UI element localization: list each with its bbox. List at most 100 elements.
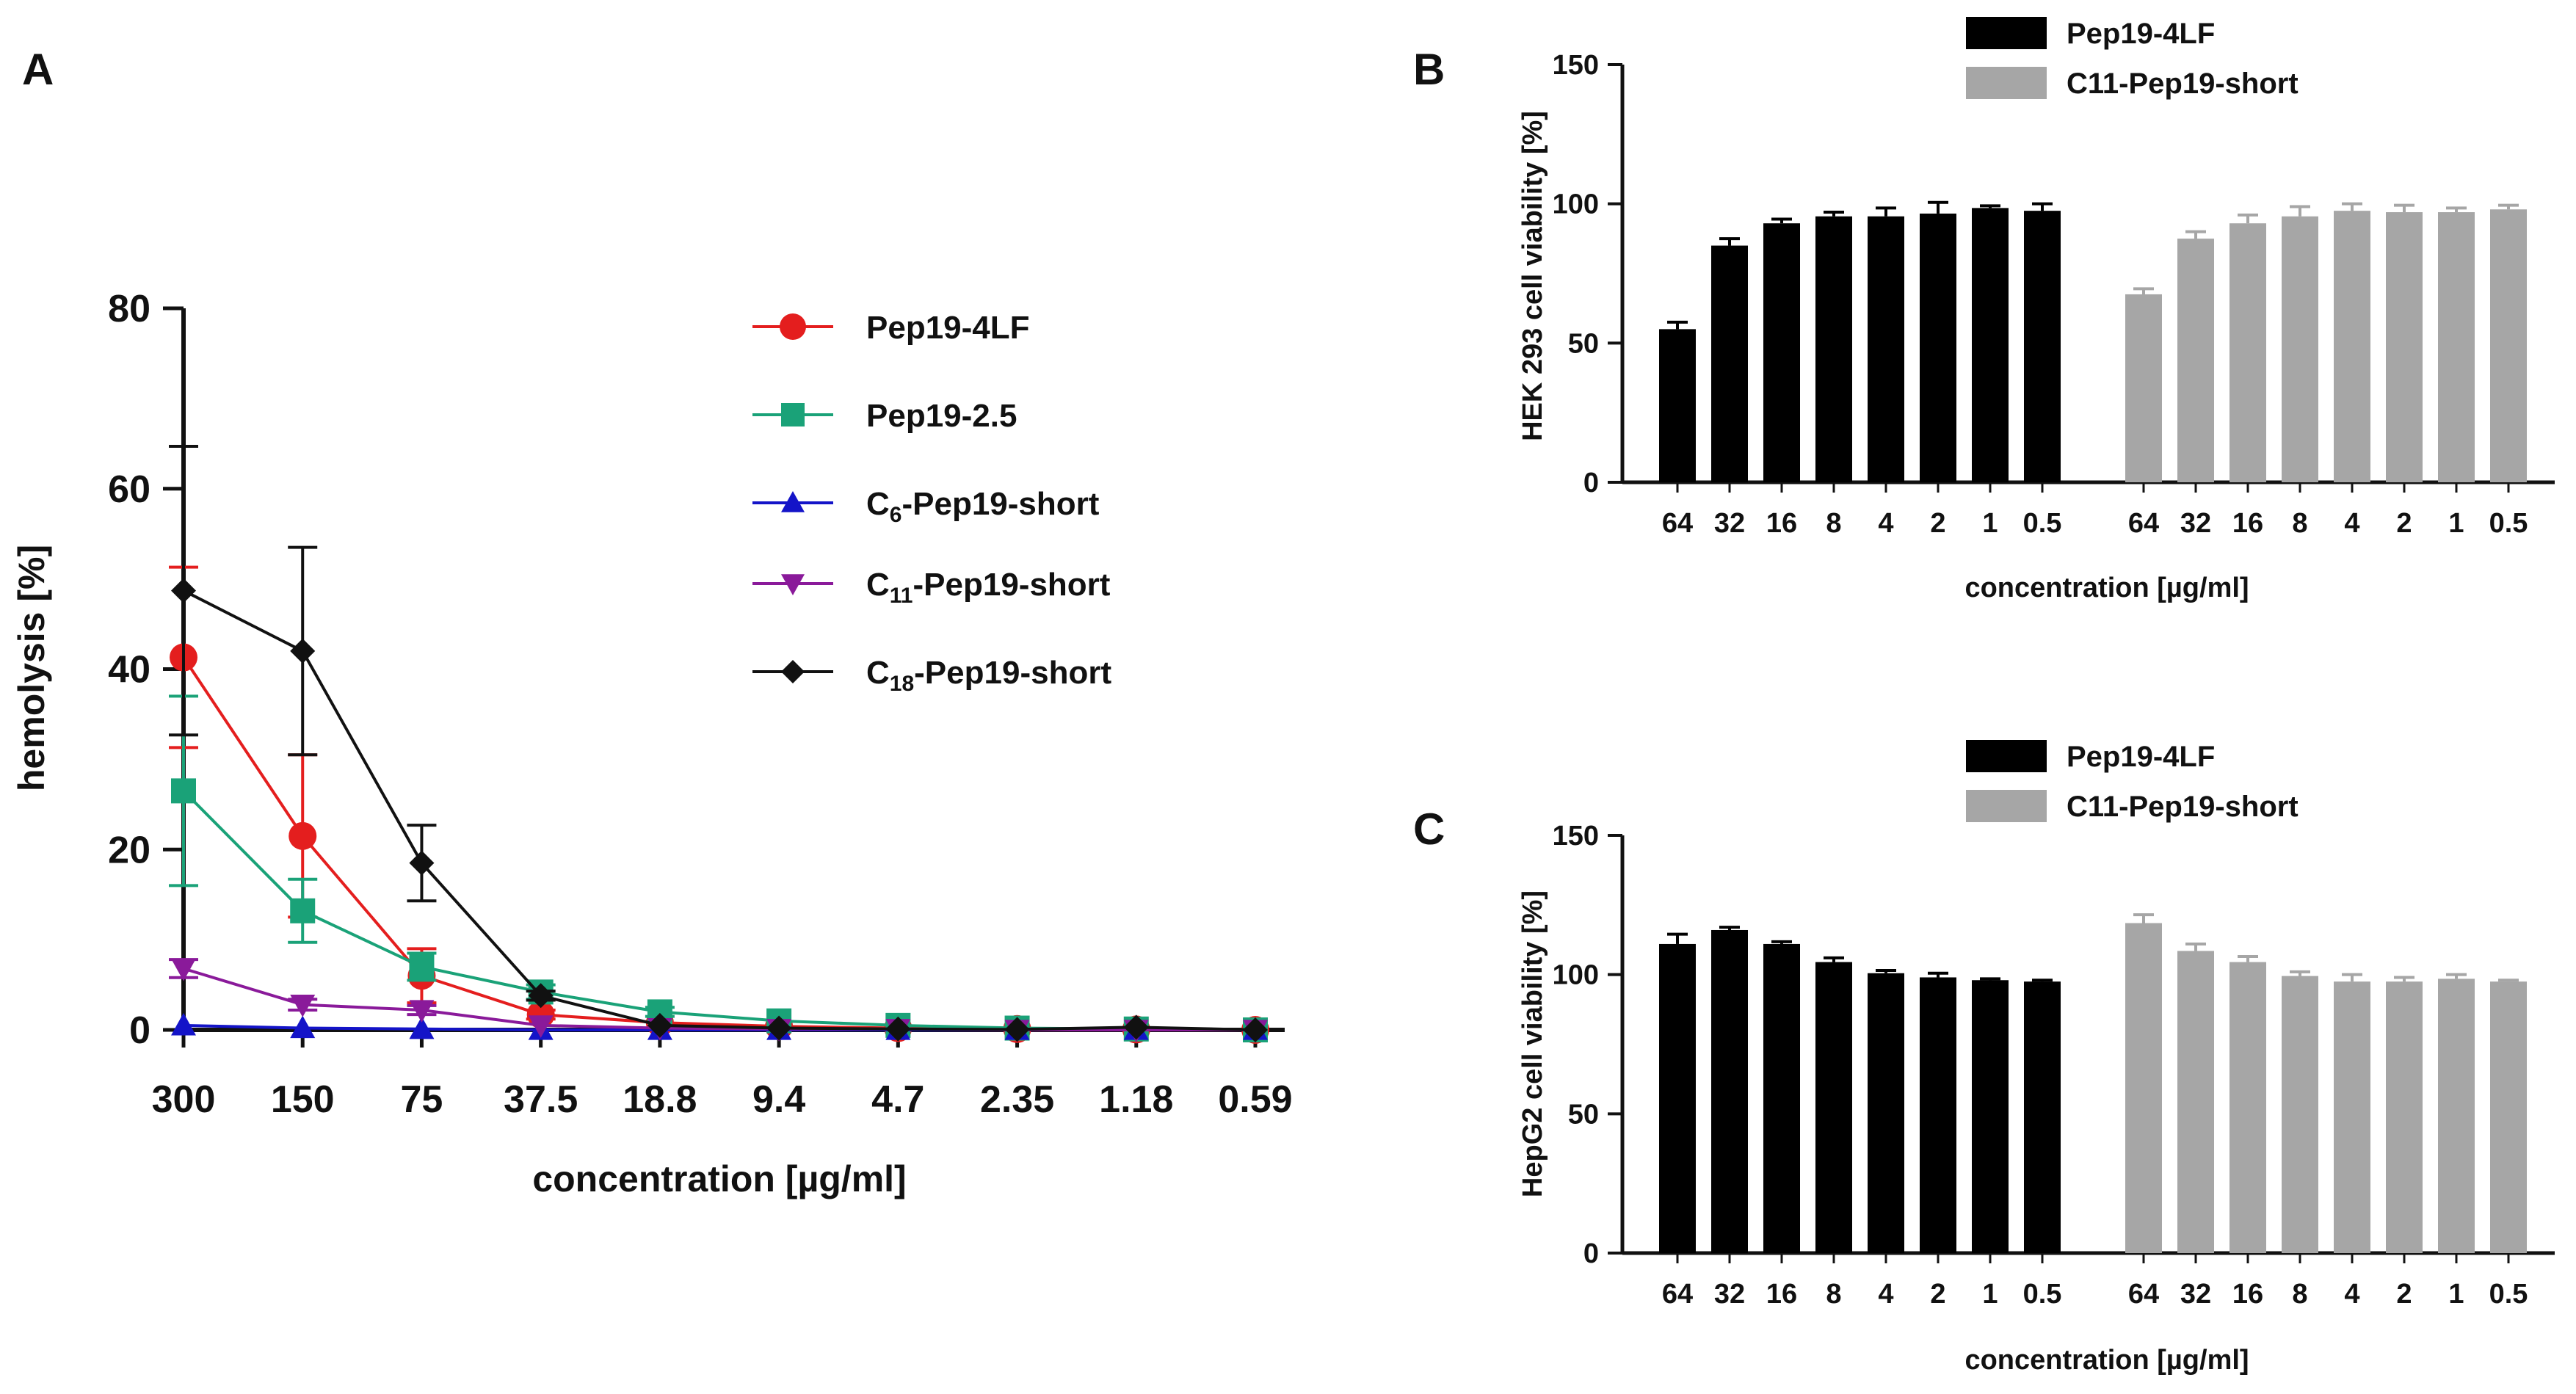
x-tick-label: 8 [1826,1279,1841,1310]
data-point [289,821,317,850]
legend-label-suffix: -Pep19-short [914,655,1111,691]
x-tick-label: 64 [1662,508,1693,539]
x-axis-label: concentration [µg/ml] [532,1158,906,1199]
legend-label: C11-Pep19-short [2067,68,2299,100]
bar [2024,211,2061,482]
bar [1920,213,1956,482]
data-point [171,778,196,804]
y-tick-label: 150 [1553,50,1599,81]
bar [1815,962,1852,1253]
bar [2490,981,2527,1253]
bar [1972,208,2009,482]
legend-label-subscript: 18 [890,672,914,696]
x-tick-label: 300 [152,1078,216,1121]
y-axis-label: HepG2 cell viability [%] [1517,890,1548,1197]
legend-label-subscript: 6 [890,503,902,527]
x-tick-label: 2 [2396,1279,2412,1310]
legend-marker [781,403,805,426]
series-line [183,967,1255,1031]
y-tick-label: 0 [1583,1238,1599,1269]
data-point [290,638,316,664]
y-tick-label: 150 [1553,821,1599,852]
y-tick-label: 100 [1553,960,1599,991]
x-tick-label: 1 [1982,508,1998,539]
bar [2024,981,2061,1253]
x-tick-label: 32 [2180,1279,2211,1310]
y-tick-label: 80 [108,288,150,330]
bar [2490,209,2527,482]
series-C11-Pep19-short [2125,913,2527,1253]
x-tick-label: 1.18 [1099,1078,1173,1121]
x-axis-label: concentration [µg/ml] [1964,573,2249,603]
data-point [528,983,554,1009]
y-tick-label: 0 [1583,468,1599,498]
x-tick-label: 8 [2292,508,2307,539]
series-line [183,589,1256,1031]
bar [2386,981,2423,1253]
data-point [885,1016,911,1042]
legend-marker [781,660,805,683]
legend-label: C11-Pep19-short [2067,791,2299,823]
y-tick-label: 40 [108,649,150,691]
bar [1711,929,1748,1253]
x-tick-label: 75 [401,1078,443,1121]
bar [2125,923,2162,1253]
series-line [182,656,1256,1031]
x-tick-label: 4.7 [871,1078,924,1121]
data-point [171,578,196,603]
legend-marker [781,574,805,595]
x-tick-label: 16 [2232,508,2263,539]
legend-label: C6-Pep19-short [866,486,1100,527]
bar [1868,216,1904,482]
x-tick-label: 2 [1930,1279,1945,1310]
bar [2177,239,2214,482]
legend-label-subscript: 11 [890,584,913,608]
x-tick-label: 16 [1766,508,1797,539]
x-axis-label: concentration [µg/ml] [1964,1345,2249,1376]
x-tick-label: 8 [1826,508,1841,539]
x-tick-label: 32 [2180,508,2211,539]
bar [2282,216,2318,482]
legend-label: Pep19-4LF [2067,741,2215,773]
x-tick-label: 1 [2448,1279,2464,1310]
x-tick-label: 32 [1714,1279,1745,1310]
x-tick-label: 0.5 [2023,1279,2062,1310]
data-point [1243,1017,1268,1042]
x-tick-label: 1 [2448,508,2464,539]
x-tick-label: 37.5 [504,1078,578,1121]
x-tick-label: 64 [2128,508,2159,539]
legend-swatch [1966,740,2047,772]
x-tick-label: 4 [1878,1279,1893,1310]
x-tick-label: 0.59 [1218,1078,1292,1121]
bar [1868,973,1904,1253]
series-Pep19-4LF [1659,200,2061,482]
bar [1972,980,2009,1253]
series-C18-Pep19-short [169,444,1268,1042]
y-axis-label: HEK 293 cell viability [%] [1517,111,1548,441]
series-Pep19-4LF [1659,926,2061,1253]
legend-marker [780,313,806,340]
x-tick-label: 0.5 [2489,508,2528,539]
legend-swatch [1966,790,2047,822]
bar [2229,962,2266,1253]
panel-a-letter: A [22,45,54,94]
legend-swatch [1966,67,2047,99]
y-tick-label: 60 [108,468,150,511]
bar [2386,212,2423,482]
x-tick-label: 64 [2128,1279,2159,1310]
data-point [647,1012,672,1038]
bar [2282,976,2318,1253]
data-point [528,1015,554,1038]
bar [2438,212,2475,482]
series-Pep19-4LF [169,565,1269,1044]
data-point [290,1015,316,1039]
x-tick-label: 4 [1878,508,1893,539]
x-tick-label: 0.5 [2489,1279,2528,1310]
legend-label-suffix: -Pep19-short [901,486,1099,522]
x-tick-label: 16 [2232,1279,2263,1310]
bar [2229,223,2266,482]
x-tick-label: 64 [1662,1279,1693,1310]
legend-label: Pep19-2.5 [866,398,1017,434]
x-tick-label: 4 [2344,508,2359,539]
